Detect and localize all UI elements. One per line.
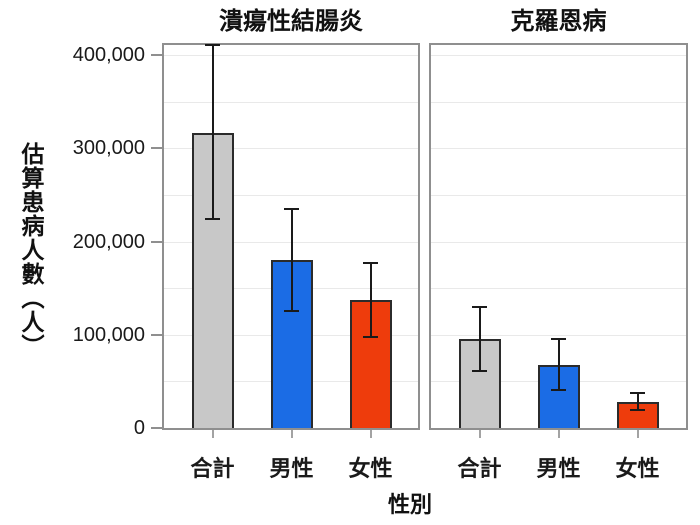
error-bar-cap-bottom bbox=[363, 335, 378, 338]
error-bar-male bbox=[557, 339, 560, 390]
error-bar-female bbox=[369, 262, 372, 337]
panel-title-crohns-disease: 克羅恩病 bbox=[510, 8, 607, 35]
x-tick bbox=[557, 430, 560, 438]
panel-ulcerative-colitis bbox=[162, 43, 420, 430]
error-bar-cap-top bbox=[630, 392, 645, 395]
gridline bbox=[431, 194, 686, 196]
y-tick bbox=[151, 54, 162, 56]
bar-total bbox=[458, 339, 501, 428]
error-bar-cap-top bbox=[472, 305, 487, 308]
x-tick bbox=[369, 430, 372, 438]
gridline bbox=[164, 55, 418, 56]
panel-crohns-disease bbox=[429, 43, 688, 430]
error-bar-cap-bottom bbox=[472, 370, 487, 373]
x-tick bbox=[478, 430, 481, 438]
gridline bbox=[431, 101, 686, 103]
x-tick bbox=[290, 430, 293, 438]
error-bar-cap-bottom bbox=[551, 388, 566, 391]
y-tick bbox=[151, 240, 162, 243]
error-bar-cap-top bbox=[551, 338, 566, 341]
category-label-male: 男性 bbox=[269, 456, 314, 481]
y-tick bbox=[151, 147, 162, 150]
category-label-female: 女性 bbox=[348, 456, 393, 481]
gridline bbox=[431, 288, 686, 290]
y-axis-title: 估算患病人數（人） bbox=[18, 142, 44, 358]
error-bar-total bbox=[211, 44, 214, 220]
panel-title-ulcerative-colitis: 潰瘍性結腸炎 bbox=[219, 8, 363, 35]
y-tick-label: 300,000 bbox=[72, 137, 145, 160]
bar-female bbox=[349, 300, 392, 428]
gridline bbox=[431, 334, 686, 336]
error-bar-cap-bottom bbox=[630, 409, 645, 412]
error-bar-cap-bottom bbox=[205, 218, 220, 221]
x-tick bbox=[636, 430, 639, 438]
error-bar-cap-top bbox=[284, 207, 299, 210]
category-label-total: 合計 bbox=[457, 456, 502, 481]
y-tick-label: 200,000 bbox=[72, 230, 145, 253]
error-bar-female bbox=[636, 393, 639, 411]
x-tick bbox=[211, 430, 214, 438]
category-label-total: 合計 bbox=[190, 456, 235, 481]
error-bar-cap-top bbox=[363, 261, 378, 264]
gridline bbox=[431, 55, 686, 56]
x-axis-title: 性別 bbox=[387, 492, 432, 517]
y-tick-label: 400,000 bbox=[72, 44, 145, 66]
gridline bbox=[431, 148, 686, 150]
gridline bbox=[164, 194, 418, 196]
error-bar-total bbox=[478, 306, 481, 372]
error-bar-male bbox=[290, 208, 293, 311]
gridline bbox=[164, 148, 418, 150]
y-tick bbox=[151, 427, 162, 429]
category-label-male: 男性 bbox=[536, 456, 581, 481]
gridline bbox=[164, 101, 418, 103]
y-tick-label: 0 bbox=[133, 417, 145, 439]
error-bar-cap-top bbox=[205, 43, 220, 46]
gridline bbox=[431, 241, 686, 243]
category-label-female: 女性 bbox=[615, 456, 660, 481]
y-tick-label: 100,000 bbox=[72, 323, 145, 346]
error-bar-cap-bottom bbox=[284, 309, 299, 312]
y-tick bbox=[151, 333, 162, 336]
